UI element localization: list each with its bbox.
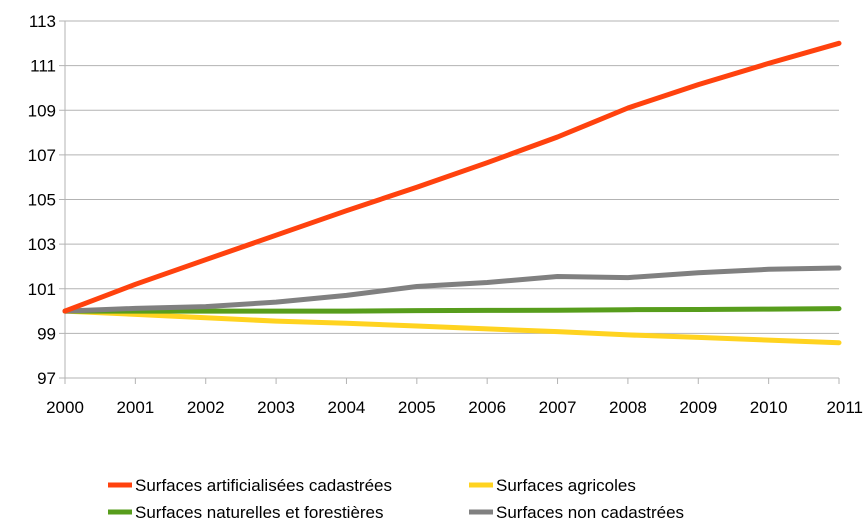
y-tick-label: 105 bbox=[28, 191, 56, 210]
legend-label: Surfaces naturelles et forestières bbox=[135, 503, 384, 522]
x-tick-label: 2002 bbox=[187, 398, 225, 417]
x-tick-label: 2009 bbox=[679, 398, 717, 417]
series-line-3 bbox=[62, 265, 842, 314]
series-line-2 bbox=[62, 306, 842, 314]
x-tick-label: 2006 bbox=[468, 398, 506, 417]
series-lines bbox=[62, 40, 842, 346]
series-line-1 bbox=[62, 308, 842, 346]
x-tick-label: 2010 bbox=[750, 398, 788, 417]
x-tick-label: 2004 bbox=[328, 398, 366, 417]
legend: Surfaces artificialisées cadastrées Surfa… bbox=[108, 476, 684, 522]
x-axis-ticks: 2000 2001 2002 2003 2004 2005 2006 2007 2008 2009… bbox=[46, 378, 863, 417]
y-axis-ticks: 97 99 101 103 105 107 109 111 113 bbox=[28, 12, 65, 388]
grid-lines bbox=[65, 20, 839, 379]
legend-label: Surfaces artificialisées cadastrées bbox=[135, 476, 392, 495]
legend-label: Surfaces agricoles bbox=[496, 476, 636, 495]
x-tick-label: 2001 bbox=[116, 398, 154, 417]
x-tick-label: 2003 bbox=[257, 398, 295, 417]
x-tick-label: 2007 bbox=[539, 398, 577, 417]
y-tick-label: 113 bbox=[29, 12, 56, 31]
x-tick-label: 2008 bbox=[609, 398, 647, 417]
y-tick-label: 103 bbox=[28, 235, 56, 254]
axes bbox=[64, 21, 839, 384]
y-tick-label: 99 bbox=[37, 324, 56, 343]
y-tick-label: 101 bbox=[28, 280, 56, 299]
legend-label: Surfaces non cadastrées bbox=[496, 503, 684, 522]
y-tick-label: 111 bbox=[30, 57, 56, 76]
x-tick-label: 2011 bbox=[826, 398, 863, 417]
y-tick-label: 107 bbox=[28, 146, 56, 165]
x-tick-label: 2005 bbox=[398, 398, 436, 417]
series-line-0 bbox=[62, 40, 842, 314]
y-tick-label: 97 bbox=[37, 369, 56, 388]
y-tick-label: 109 bbox=[28, 101, 56, 120]
x-tick-label: 2000 bbox=[46, 398, 84, 417]
